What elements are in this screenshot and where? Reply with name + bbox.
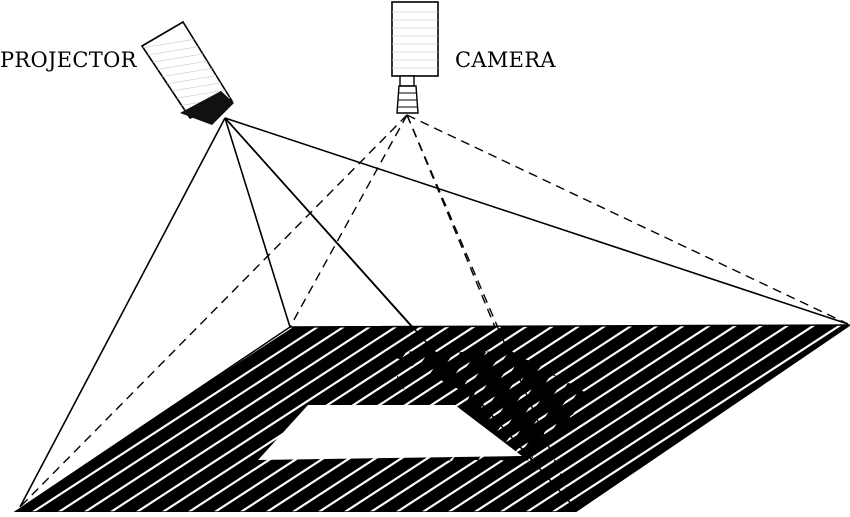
distorted-fringe-stripe	[385, 352, 436, 460]
camera-label: CAMERA	[455, 48, 556, 72]
white-shadow-region	[258, 405, 522, 460]
fringe-stripe	[410, 325, 818, 512]
fringe-stripe	[358, 325, 766, 512]
fringe-stripe	[72, 325, 480, 512]
projector-ray-right	[224, 117, 849, 325]
camera-ray-back-left	[289, 114, 408, 328]
fringe-stripe	[462, 325, 850, 512]
fringe-stripe	[15, 325, 64, 512]
fringe-stripe	[436, 325, 844, 512]
fringe-stripe	[0, 300, 8, 512]
fringe-stripe	[15, 325, 350, 512]
fringe-stripe	[384, 325, 792, 512]
fringe-stripe	[46, 325, 454, 512]
distorted-fringe-stripe	[504, 352, 590, 460]
camera-ray-right	[406, 114, 849, 325]
projector-ray-front	[224, 117, 576, 509]
fringe-stripe	[15, 325, 402, 512]
fringe-stripe	[15, 325, 376, 512]
projector-rays	[19, 117, 849, 509]
distorted-fringe-stripe	[385, 352, 420, 460]
projector-label: PROJECTOR	[0, 48, 137, 72]
camera-lens-mount	[399, 75, 415, 87]
projector-icon	[140, 20, 234, 125]
projector-ray-left	[19, 117, 226, 508]
projector-lens	[180, 91, 234, 125]
camera-ray-left	[19, 114, 408, 508]
fringe-stripe	[20, 325, 428, 512]
fringe-stripe	[332, 325, 740, 512]
camera-ray-front	[406, 114, 576, 509]
fringe-stripe	[15, 325, 38, 512]
projector-ray-back-left	[224, 117, 291, 328]
camera-rays	[19, 114, 849, 509]
camera-icon	[391, 1, 439, 114]
